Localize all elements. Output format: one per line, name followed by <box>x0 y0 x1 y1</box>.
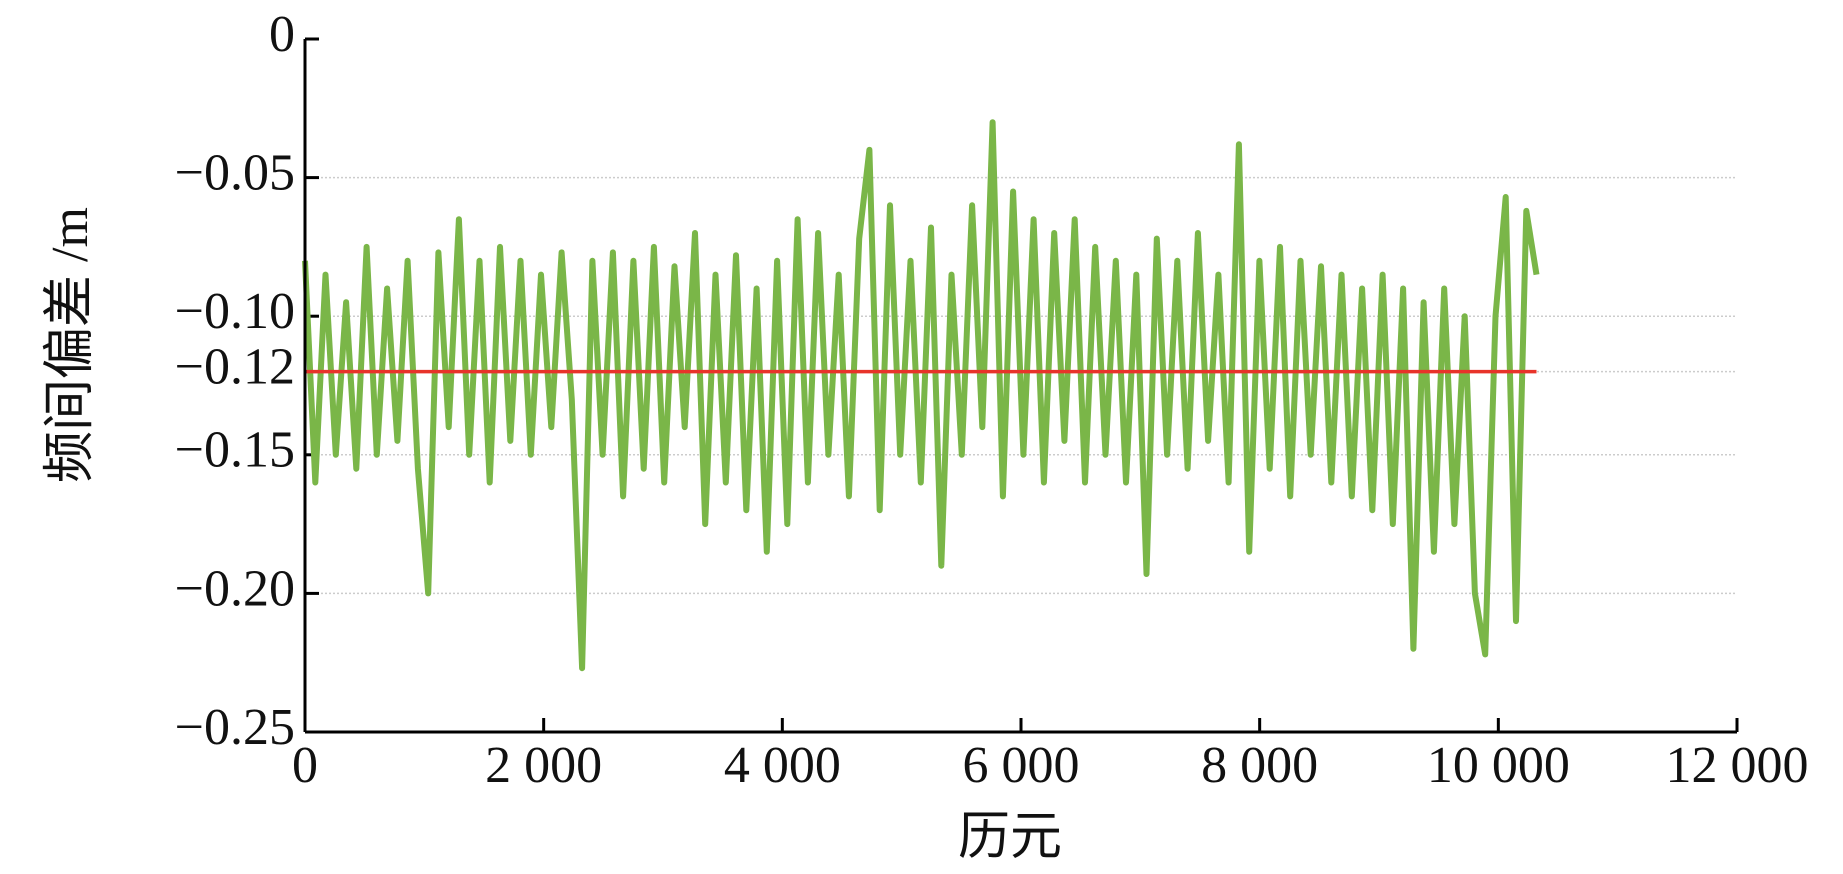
x-axis-label: 历元 <box>958 809 1062 866</box>
data-line <box>302 119 1540 672</box>
x-tick-label: 2 000 <box>485 737 602 794</box>
y-tick-label: −0.10 <box>175 283 295 340</box>
y-tick-label: −0.12 <box>175 339 295 396</box>
x-tick-label: 12 000 <box>1666 737 1809 794</box>
y-tick-label: −0.15 <box>175 422 295 479</box>
x-tick-label: 4 000 <box>724 737 841 794</box>
x-tick-label: 8 000 <box>1201 737 1318 794</box>
x-tick-label: 6 000 <box>963 737 1080 794</box>
y-axis-label: 频间偏差 /m <box>42 207 99 483</box>
y-tick-label: −0.20 <box>175 560 295 617</box>
x-tick-label: 0 <box>292 737 318 794</box>
y-tick-label: −0.25 <box>175 699 295 756</box>
y-tick-label: −0.05 <box>175 145 295 202</box>
y-tick-label: 0 <box>269 6 295 63</box>
x-tick-label: 10 000 <box>1427 737 1570 794</box>
